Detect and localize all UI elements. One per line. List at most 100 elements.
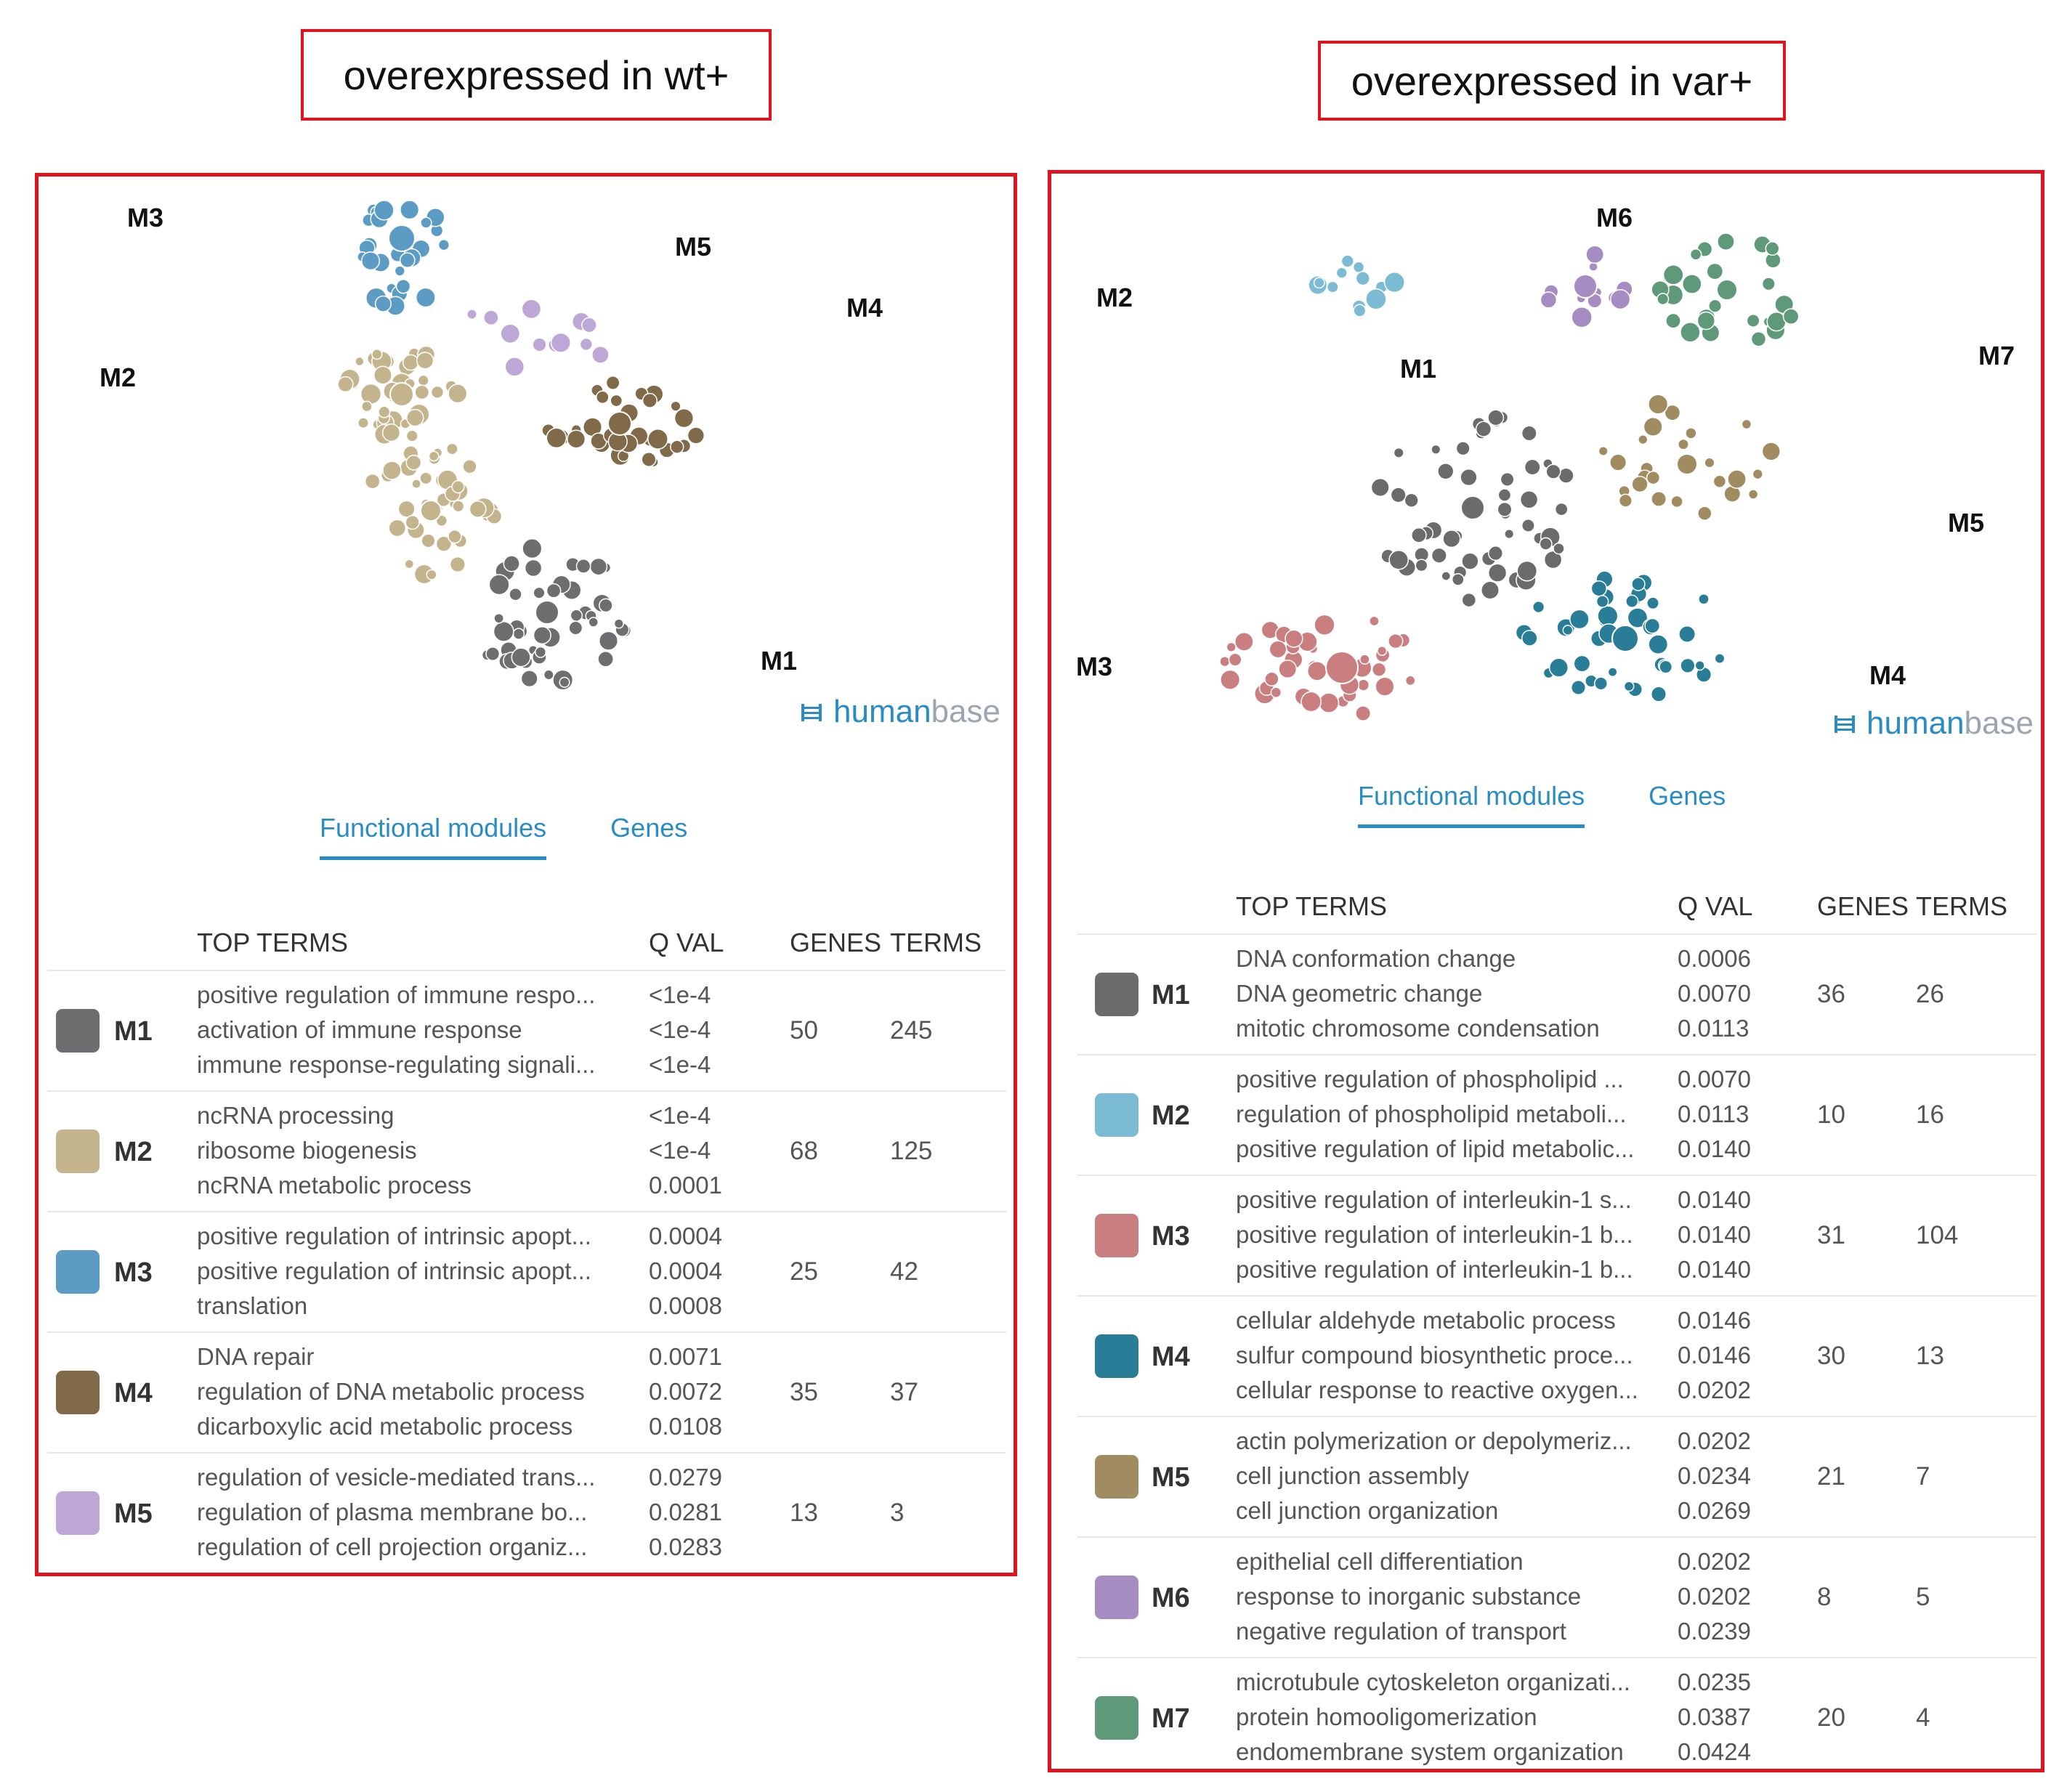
term-count: 37 (890, 1378, 918, 1406)
brand-human: human (1866, 705, 1965, 741)
q-value: 0.0146 (1678, 1307, 1751, 1334)
top-term: epithelial cell differentiation (1236, 1548, 1524, 1575)
table-row[interactable]: M4 DNA repair 0.0071 regulation of DNA meta… (47, 1331, 1006, 1452)
right-net-label-m2: M2 (1096, 283, 1133, 312)
left-tabs: Functional modules Genes (320, 813, 687, 860)
right-title: overexpressed in var+ (1351, 57, 1753, 104)
q-value: <1e-4 (649, 1051, 711, 1078)
col-q-val[interactable]: Q VAL (1678, 891, 1753, 921)
table-row[interactable]: M5 actin polymerization or depolymeriz...… (1077, 1416, 2036, 1536)
q-value: 0.0146 (1678, 1342, 1751, 1369)
left-humanbase-logo: humanbase (801, 694, 1000, 730)
q-value: 0.0072 (649, 1378, 722, 1405)
top-term: sulfur compound biosynthetic proce... (1236, 1342, 1633, 1369)
module-color-swatch (1095, 1576, 1138, 1619)
term-count: 16 (1916, 1100, 1944, 1129)
top-term: ribosome biogenesis (197, 1137, 417, 1164)
left-cluster-m4 (541, 376, 705, 468)
right-cluster-m7 (1651, 232, 1800, 347)
q-value: 0.0140 (1678, 1256, 1751, 1283)
table-row[interactable]: M4 cellular aldehyde metabolic process 0.0… (1077, 1295, 2036, 1416)
table-row[interactable]: M7 microtubule cytoskeleton organizati...… (1077, 1657, 2036, 1777)
right-net-label-m7: M7 (1978, 341, 2015, 370)
q-value: 0.0202 (1678, 1377, 1751, 1403)
table-row[interactable]: M3 positive regulation of interleukin-1 s… (1077, 1175, 2036, 1295)
left-cluster-m3b (365, 278, 436, 316)
q-value: 0.0279 (649, 1464, 722, 1491)
module-id: M4 (1152, 1342, 1190, 1372)
tab-functional-modules[interactable]: Functional modules (320, 813, 547, 860)
right-cluster-m6 (1540, 245, 1633, 328)
left-title-box: overexpressed in wt+ (301, 29, 772, 121)
brand-base: base (931, 694, 1000, 729)
col-genes[interactable]: GENES (790, 928, 882, 957)
module-id: M2 (114, 1137, 153, 1167)
top-term: mitotic chromosome condensation (1236, 1015, 1600, 1042)
col-genes[interactable]: GENES (1817, 891, 1909, 921)
module-color-swatch (56, 1371, 100, 1414)
q-value: 0.0424 (1678, 1738, 1751, 1765)
table-row[interactable]: M2 ncRNA processing <1e-4 ribosome biogenes… (47, 1090, 1006, 1211)
right-cluster-m1 (1370, 409, 1574, 608)
top-term: activation of immune response (197, 1016, 522, 1043)
table-header: TOP TERMS Q VAL GENES TERMS (47, 917, 1006, 968)
right-net-label-m5: M5 (1948, 508, 1985, 538)
col-q-val[interactable]: Q VAL (649, 928, 724, 957)
module-id: M6 (1152, 1583, 1190, 1613)
q-value: 0.0070 (1678, 980, 1751, 1007)
term-count: 4 (1916, 1703, 1930, 1732)
col-terms[interactable]: TERMS (890, 928, 982, 957)
table-row[interactable]: M6 epithelial cell differentiation 0.0202 r… (1077, 1536, 2036, 1657)
left-net-label-m2: M2 (100, 362, 137, 392)
left-network-graph (337, 200, 705, 691)
top-term: positive regulation of immune respo... (197, 981, 596, 1008)
q-value: <1e-4 (649, 1016, 711, 1043)
q-value: 0.0387 (1678, 1703, 1751, 1730)
module-id: M4 (114, 1378, 153, 1408)
right-cluster-m2 (1308, 254, 1405, 317)
q-value: 0.0235 (1678, 1669, 1751, 1695)
col-top-terms[interactable]: TOP TERMS (197, 928, 349, 957)
term-count: 245 (890, 1016, 933, 1045)
tab-functional-modules[interactable]: Functional modules (1358, 781, 1585, 828)
right-net-label-m4: M4 (1869, 660, 1906, 690)
right-tabs: Functional modules Genes (1358, 781, 1726, 828)
term-count: 3 (890, 1499, 905, 1527)
q-value: 0.0140 (1678, 1135, 1751, 1162)
left-title: overexpressed in wt+ (343, 52, 729, 98)
table-row[interactable]: M5 regulation of vesicle-mediated trans..… (47, 1452, 1006, 1573)
col-terms[interactable]: TERMS (1916, 891, 2007, 921)
left-panel: M3 M5 M4 M2 M1 humanbase Functional modu… (35, 173, 1017, 1576)
module-color-swatch (1095, 1093, 1138, 1137)
term-count: 13 (1916, 1342, 1944, 1370)
q-value: <1e-4 (649, 1102, 711, 1129)
brand-base: base (1964, 705, 2034, 741)
q-value: 0.0140 (1678, 1221, 1751, 1248)
table-row[interactable]: M2 positive regulation of phospholipid ..… (1077, 1054, 2036, 1175)
left-net-label-m1: M1 (761, 646, 798, 676)
left-cluster-m5 (466, 299, 610, 377)
top-term: DNA repair (197, 1343, 315, 1370)
term-count: 26 (1916, 980, 1944, 1008)
top-term: regulation of phospholipid metaboli... (1236, 1100, 1627, 1127)
q-value: <1e-4 (649, 1137, 711, 1164)
tab-genes[interactable]: Genes (1649, 781, 1726, 811)
top-term: negative regulation of transport (1236, 1618, 1566, 1645)
table-row[interactable]: M1 DNA conformation change 0.0006 DNA geome… (1077, 933, 2036, 1054)
q-value: 0.0008 (649, 1292, 722, 1319)
top-term: actin polymerization or depolymeriz... (1236, 1427, 1632, 1454)
q-value: 0.0006 (1678, 945, 1751, 972)
col-top-terms[interactable]: TOP TERMS (1236, 891, 1388, 921)
table-row[interactable]: M1 positive regulation of immune respo...… (47, 970, 1006, 1090)
top-term: cellular aldehyde metabolic process (1236, 1307, 1616, 1334)
right-humanbase-logo: humanbase (1835, 705, 2034, 742)
top-term: immune response-regulating signali... (197, 1051, 596, 1078)
left-cluster-m2a (337, 345, 468, 445)
tab-genes[interactable]: Genes (610, 813, 688, 843)
left-net-label-m3: M3 (127, 203, 164, 232)
brand-human: human (833, 694, 931, 729)
top-term: cellular response to reactive oxygen... (1236, 1377, 1638, 1403)
gene-count: 8 (1817, 1583, 1832, 1611)
table-row[interactable]: M3 positive regulation of intrinsic apopt… (47, 1211, 1006, 1331)
gene-count: 31 (1817, 1221, 1845, 1249)
